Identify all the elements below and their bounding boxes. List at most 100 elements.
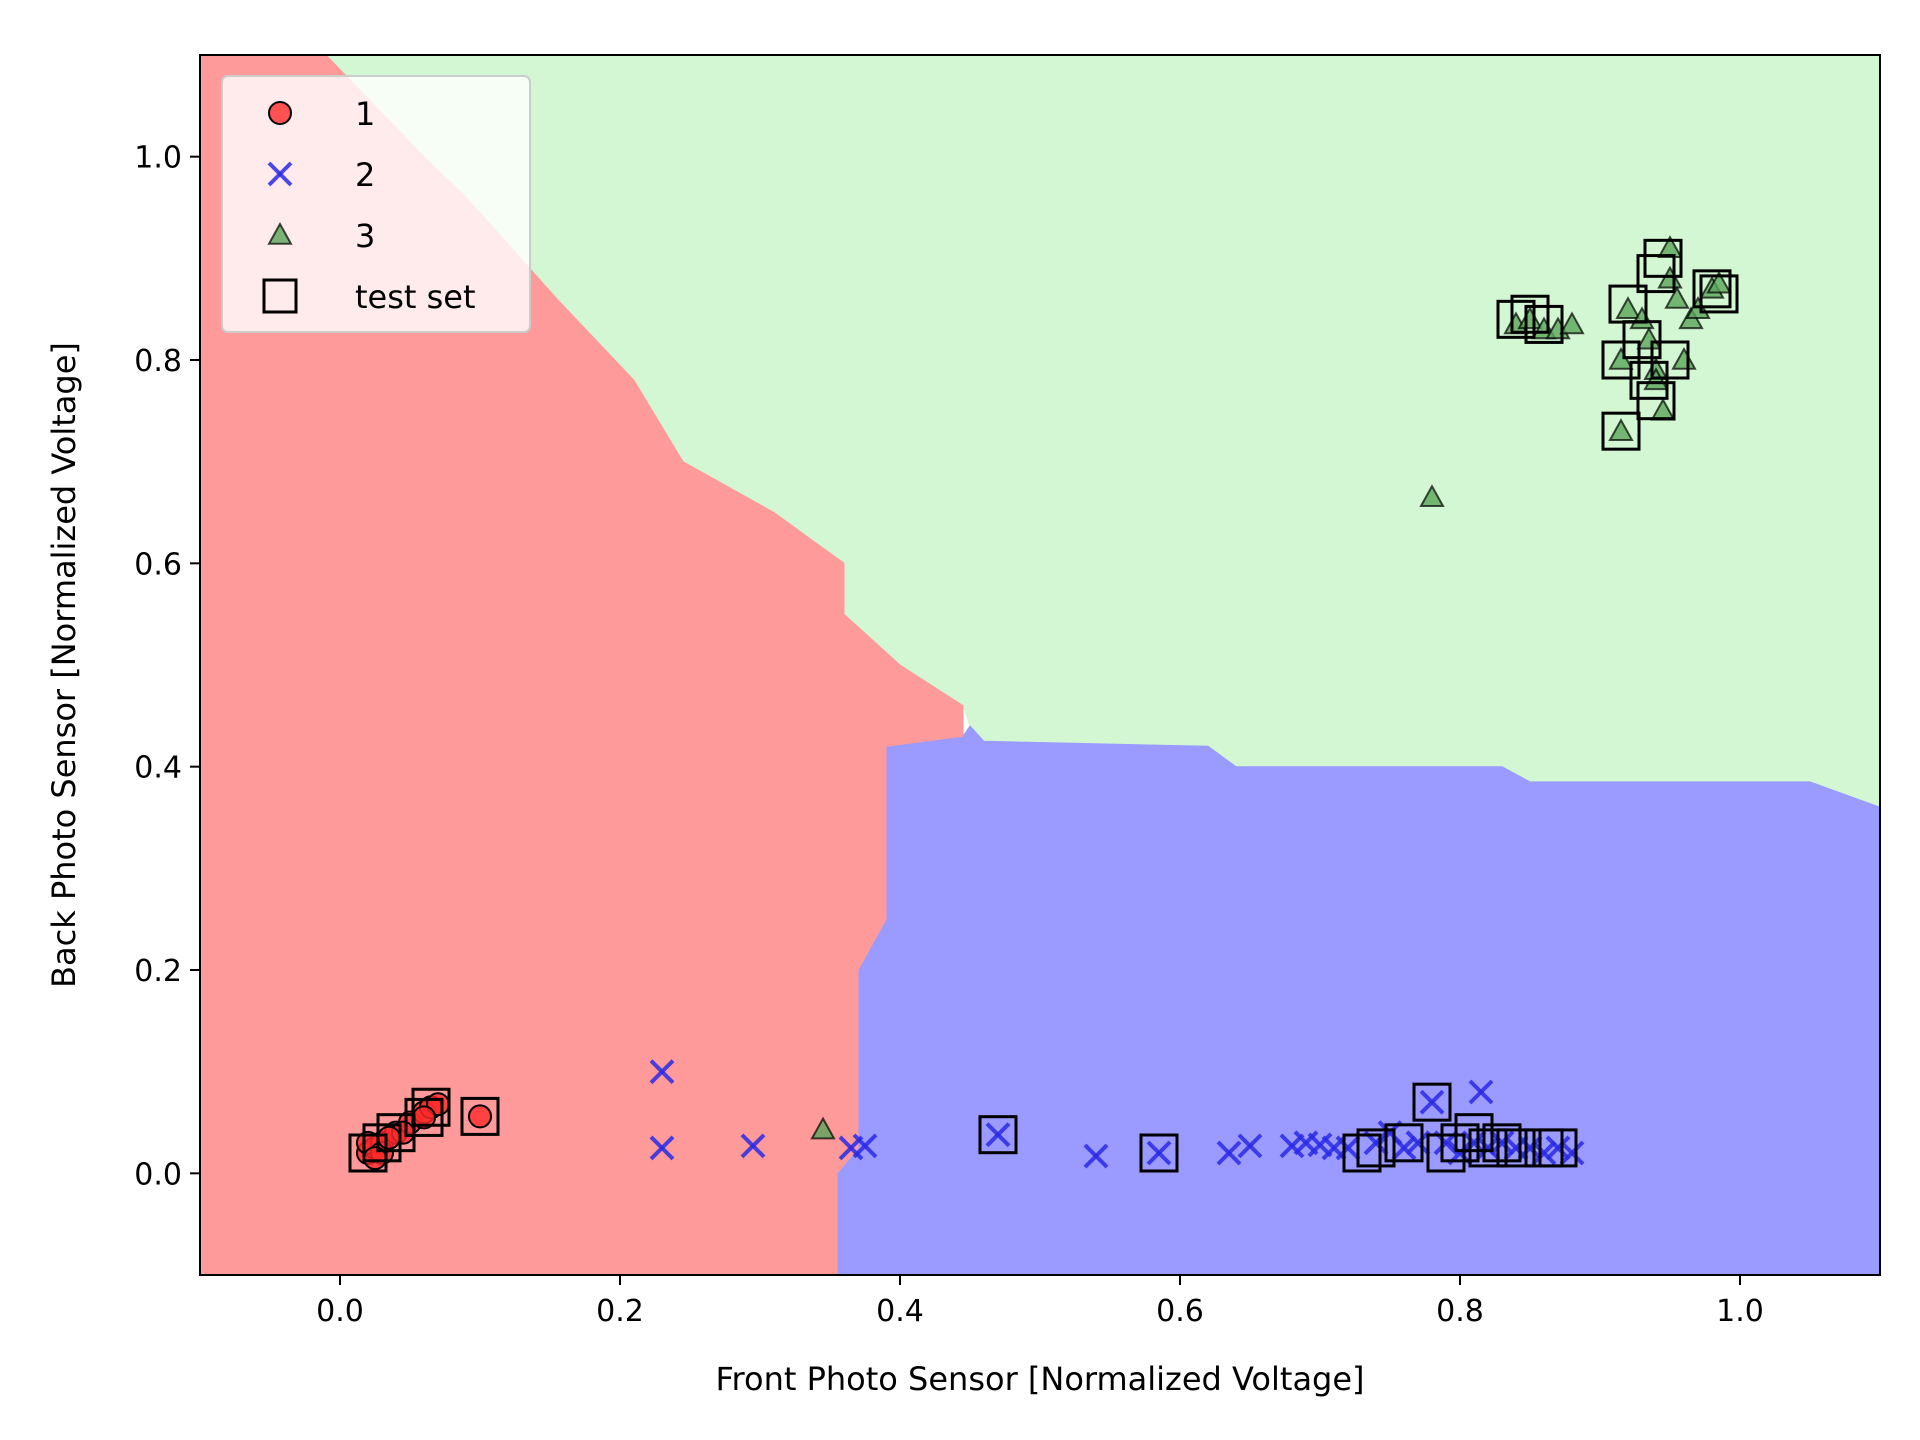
point-class-2-9 bbox=[1237, 1133, 1263, 1159]
legend-label-1: 2 bbox=[355, 156, 375, 194]
y-axis-title: Back Photo Sensor [Normalized Voltage] bbox=[45, 342, 83, 988]
x-tick-label-0: 0.0 bbox=[316, 1294, 364, 1329]
point-class-2-7-stroke-b bbox=[1146, 1140, 1172, 1166]
point-class-2-19-stroke-b bbox=[1419, 1089, 1445, 1115]
point-class-2-1 bbox=[649, 1135, 675, 1161]
test-set-point-31 bbox=[1650, 340, 1690, 380]
point-class-2-6 bbox=[1083, 1143, 1109, 1169]
point-class-2-17-stroke-b bbox=[1391, 1135, 1417, 1161]
y-axis: 0.0 0.2 0.4 0.6 0.8 1.0 bbox=[134, 141, 200, 1192]
test-set-point-32 bbox=[1692, 269, 1732, 309]
point-class-2-27-stroke-b bbox=[1517, 1135, 1543, 1161]
point-class-2-24 bbox=[1475, 1135, 1501, 1161]
test-set-point-15 bbox=[1468, 1128, 1508, 1168]
point-class-3-17 bbox=[1664, 285, 1690, 309]
point-class-3-7 bbox=[1608, 418, 1634, 441]
legend-label-2: 3 bbox=[355, 217, 375, 255]
point-class-2-25 bbox=[1489, 1130, 1515, 1156]
plot-area bbox=[199, 54, 1881, 1276]
test-set-point-4 bbox=[411, 1087, 451, 1127]
test-set-point-10 bbox=[1384, 1123, 1424, 1163]
point-class-2-7 bbox=[1146, 1140, 1172, 1166]
test-set-point-21 bbox=[1510, 294, 1550, 334]
test-set-point-2 bbox=[376, 1113, 416, 1153]
point-class-3-6 bbox=[1559, 311, 1585, 335]
point-class-2-23-stroke-b bbox=[1468, 1079, 1494, 1105]
x-tick-label-5: 1.0 bbox=[1716, 1294, 1764, 1329]
point-class-2-30-stroke-b bbox=[1559, 1140, 1585, 1166]
point-class-2-5-stroke-b bbox=[985, 1122, 1011, 1148]
point-class-2-2-stroke-b bbox=[740, 1133, 766, 1159]
test-set-point-28 bbox=[1636, 381, 1676, 421]
test-set-point-33 bbox=[1699, 274, 1739, 314]
test-set-point-12 bbox=[1426, 1133, 1466, 1173]
point-class-2-12-stroke-b bbox=[1307, 1132, 1333, 1158]
point-class-2-15-stroke-b bbox=[1363, 1130, 1389, 1156]
x-tick-label-3: 0.6 bbox=[1156, 1294, 1204, 1329]
point-class-2-4-stroke-b bbox=[852, 1133, 878, 1159]
test-set-point-7 bbox=[1139, 1133, 1179, 1173]
legend-marker-2-stroke-b bbox=[267, 161, 293, 187]
y-tick-label-5: 1.0 bbox=[134, 141, 182, 176]
legend-label-0: 1 bbox=[355, 95, 375, 133]
point-class-2-23 bbox=[1468, 1079, 1494, 1105]
point-class-2-2 bbox=[740, 1133, 766, 1159]
y-tick-label-0: 0.0 bbox=[134, 1157, 182, 1192]
test-set-point-11 bbox=[1412, 1082, 1452, 1122]
test-set-point-13 bbox=[1440, 1123, 1480, 1163]
point-class-2-1-stroke-b bbox=[649, 1135, 675, 1161]
point-class-2-9-stroke-b bbox=[1237, 1133, 1263, 1159]
point-class-2-0-stroke-b bbox=[649, 1059, 675, 1085]
test-set-point-6 bbox=[978, 1115, 1018, 1155]
decision-region-class-2 bbox=[836, 725, 1880, 1275]
x-tick-label-4: 0.8 bbox=[1436, 1294, 1484, 1329]
point-class-2-14-stroke-b bbox=[1335, 1135, 1361, 1161]
point-class-2-25-stroke-b bbox=[1489, 1130, 1515, 1156]
point-class-1-13 bbox=[377, 1125, 401, 1150]
point-class-2-29 bbox=[1545, 1135, 1571, 1161]
point-class-2-5 bbox=[985, 1122, 1011, 1148]
test-set-point-17 bbox=[1496, 1128, 1536, 1168]
legend-box bbox=[221, 75, 531, 333]
point-class-3-22 bbox=[1706, 270, 1732, 294]
test-set-point-22 bbox=[1524, 304, 1564, 344]
point-class-2-18-stroke-b bbox=[1405, 1130, 1431, 1156]
point-class-2-28 bbox=[1531, 1140, 1557, 1166]
x-tick-label-2: 0.4 bbox=[876, 1294, 924, 1329]
x-axis-title: Front Photo Sensor [Normalized Voltage] bbox=[715, 1360, 1364, 1398]
y-tick-label-1: 0.2 bbox=[134, 954, 182, 989]
legend: 1 2 3 test set bbox=[221, 75, 531, 333]
test-set-point-3 bbox=[404, 1097, 444, 1137]
point-class-2-4 bbox=[852, 1133, 878, 1159]
test-set-point-29 bbox=[1636, 254, 1676, 294]
test-set-point-16 bbox=[1482, 1123, 1522, 1163]
x-axis: 0.0 0.2 0.4 0.6 0.8 1.0 bbox=[316, 1275, 1764, 1329]
test-set-point-14 bbox=[1454, 1113, 1494, 1153]
legend-marker-1 bbox=[268, 101, 292, 125]
point-class-2-8 bbox=[1216, 1140, 1242, 1166]
y-tick-label-4: 0.8 bbox=[134, 344, 182, 379]
legend-label-3: test set bbox=[355, 278, 476, 316]
test-set-point-8 bbox=[1342, 1133, 1382, 1173]
point-class-2-6-stroke-b bbox=[1083, 1143, 1109, 1169]
point-class-2-14 bbox=[1335, 1135, 1361, 1161]
test-set-point-1 bbox=[362, 1123, 402, 1163]
point-class-3-9 bbox=[1615, 296, 1641, 319]
y-tick-label-2: 0.4 bbox=[134, 751, 182, 786]
test-set-point-23 bbox=[1601, 411, 1641, 451]
point-class-2-8-stroke-b bbox=[1216, 1140, 1242, 1166]
point-class-2-29-stroke-b bbox=[1545, 1135, 1571, 1161]
point-class-2-27 bbox=[1517, 1135, 1543, 1161]
point-class-1-11 bbox=[468, 1104, 492, 1129]
x-tick-label-1: 0.2 bbox=[596, 1294, 644, 1329]
point-class-2-24-stroke-b bbox=[1475, 1135, 1501, 1161]
legend-marker-3 bbox=[267, 221, 293, 245]
point-class-2-19 bbox=[1419, 1089, 1445, 1115]
point-class-3-0 bbox=[810, 1116, 836, 1140]
point-class-2-28-stroke-b bbox=[1531, 1140, 1557, 1166]
test-set-point-0 bbox=[348, 1133, 388, 1173]
test-set-point-19 bbox=[1538, 1128, 1578, 1168]
point-class-2-30 bbox=[1559, 1140, 1585, 1166]
test-set-point-27 bbox=[1629, 360, 1669, 400]
